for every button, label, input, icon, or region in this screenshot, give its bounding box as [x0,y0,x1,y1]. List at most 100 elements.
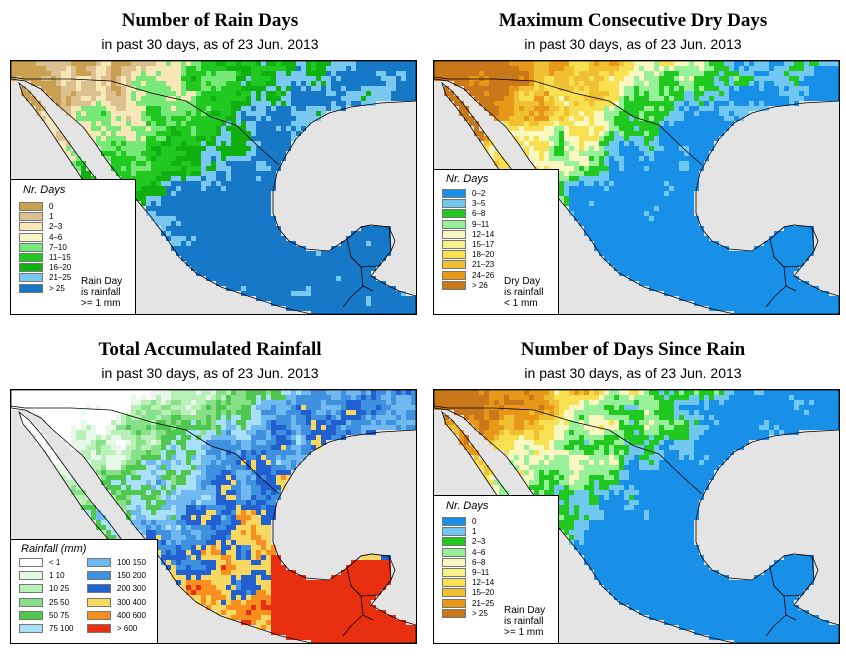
legend-swatch [442,517,466,526]
map-canvas [434,390,839,643]
legend-label: 150 200 [117,571,146,581]
coastline [434,390,839,643]
legend-label: 9–11 [472,568,490,577]
legend-swatch [19,558,43,567]
legend-days-since-rain: Nr. Days 0 1 2–3 4–6 6–8 9–11 12–14 15–20 21–25 >… [433,495,559,644]
legend-label: 2–3 [49,222,63,232]
legend-label: 11–15 [49,253,71,262]
legend-swatch [442,598,466,608]
legend-label: 4–6 [472,547,486,557]
legend-swatch [87,597,111,607]
legend-label: 9–11 [472,219,490,229]
legend-label: 25 50 [49,597,70,607]
legend-label: 24–26 [472,270,495,280]
country-border [765,585,797,637]
legend-swatch [87,571,111,581]
coastline [11,61,416,314]
legend-swatch [442,240,466,249]
legend-swatch [19,202,43,211]
legend-label: 15–20 [472,588,495,598]
legend-label: 16–20 [49,263,72,273]
legend-swatch [442,280,466,290]
legend-swatch [19,610,43,620]
legend-label: 21–23 [472,260,495,270]
legend-swatch [19,571,43,581]
raster-cells [434,390,839,643]
legend-label: 1 10 [49,571,65,581]
country-border [765,256,797,308]
raster-cells [11,61,416,314]
legend-label: 6–8 [472,557,486,567]
country-border [11,76,280,166]
legend-swatch [19,222,43,232]
panel-subtitle: in past 30 days, as of 23 Jun. 2013 [101,365,319,381]
legend-title: Nr. Days [23,184,66,196]
map-canvas [434,61,839,314]
map-rain-days [10,60,417,315]
panel-subtitle: in past 30 days, as of 23 Jun. 2013 [524,365,742,381]
country-border [342,256,374,308]
legend-label: 21–25 [472,598,495,608]
legend-note: Rain Day is rainfall >= 1 mm [81,276,123,309]
legend-note: Dry Day is rainfall < 1 mm [504,276,544,309]
country-border [342,585,374,637]
legend-swatch [19,242,43,252]
legend-swatch [19,232,43,242]
legend-swatch [442,250,466,260]
legend-swatch [442,547,466,557]
panel-subtitle: in past 30 days, as of 23 Jun. 2013 [101,36,319,52]
legend-swatch [442,578,466,588]
panel-title: Number of Rain Days [121,10,299,31]
legend-label: 1 [49,212,54,222]
legend-label: 15–17 [472,240,495,249]
panel-days-since-rain: Number of Days Since Rain in past 30 day… [423,329,843,658]
legend-label: 7–10 [49,242,67,252]
legend-swatch [87,610,111,620]
legend-label: 75 100 [49,624,74,633]
legend-swatch [442,557,466,567]
legend-label: > 600 [117,624,138,633]
legend-note: Rain Day is rainfall >= 1 mm [504,605,546,638]
legend-swatch [442,260,466,270]
legend-label: < 1 [49,558,61,567]
legend-label: 300 400 [117,597,146,607]
legend-label: 0 [472,517,477,526]
legend-swatch [19,597,43,607]
legend-swatch [87,624,111,633]
legend-title: Nr. Days [446,500,489,512]
legend-swatch [442,537,466,547]
panel-title: Total Accumulated Rainfall [98,339,322,360]
legend-label: 6–8 [472,209,486,219]
raster-cells [11,390,416,643]
legend-swatch [19,212,43,222]
legend-label: 0 [49,202,54,211]
panel-title: Number of Days Since Rain [520,339,746,360]
legend-title: Rainfall (mm) [21,543,87,555]
legend-label: 1 [472,527,477,537]
raster-cells [434,61,839,314]
legend-label: > 25 [49,283,65,293]
legend-label: 50 75 [49,610,70,620]
legend-swatch [442,270,466,280]
legend-swatch [442,189,466,198]
legend-swatch [442,209,466,219]
legend-label: > 25 [472,608,488,618]
legend-swatch [442,199,466,209]
legend-label: 12–14 [472,578,495,588]
legend-label: 4–6 [49,232,63,242]
legend-label: 21–25 [49,273,72,283]
legend-swatch [442,588,466,598]
legend-rain-days: Nr. Days 0 1 2–3 4–6 7–10 11–15 16–20 21–25 > 25… [10,179,136,315]
map-canvas [11,61,416,314]
legend-max-dry-days: Nr. Days 0–2 3–5 6–8 9–11 12–14 15–17 18–20 21–… [433,169,559,315]
country-border [11,405,280,495]
legend-swatch [19,283,43,293]
legend-label: 0–2 [472,189,486,198]
legend-swatch [442,219,466,229]
legend-swatch [87,584,111,594]
legend-swatch [19,253,43,262]
panel-subtitle: in past 30 days, as of 23 Jun. 2013 [524,36,742,52]
country-border [434,76,703,166]
country-border [434,405,703,495]
coastline [434,61,839,314]
